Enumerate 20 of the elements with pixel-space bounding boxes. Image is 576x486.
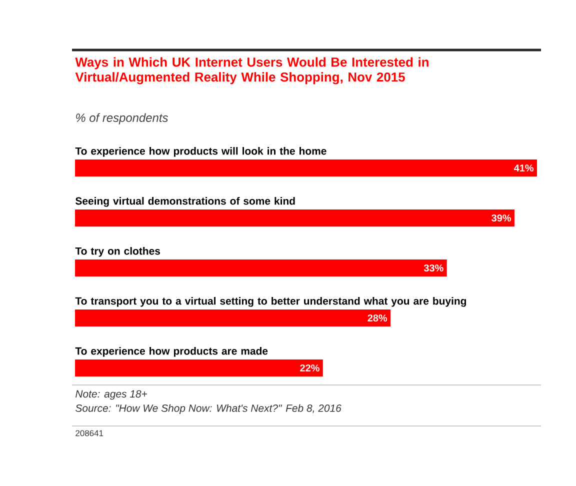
bar <box>75 259 447 276</box>
data-label: 28% <box>368 314 388 322</box>
data-label: 41% <box>514 164 534 172</box>
y-tick-label: To experience how products are made <box>75 347 268 357</box>
bar <box>75 359 323 376</box>
source-note: Source: "How We Shop Now: What's Next?" Feb 8, 2016 <box>76 404 342 414</box>
bar <box>75 210 514 226</box>
y-tick-label: To experience how products will look in the home <box>75 147 326 157</box>
data-label: 39% <box>492 214 511 222</box>
bar <box>75 309 391 326</box>
text: 208641 <box>76 430 104 436</box>
text: Note: ages 18+ <box>76 390 148 400</box>
bar <box>75 160 537 176</box>
y-tick-label: To try on clothes <box>75 247 160 257</box>
data-label: 22% <box>300 364 320 372</box>
y-tick-label: Seeing virtual demonstrations of some kind <box>76 197 295 207</box>
chart-subtitle: % of respondents <box>76 113 168 124</box>
y-tick-label: To transport you to a virtual setting to better understand what you are buying <box>75 297 466 307</box>
chart-title: Ways in Which UK Internet Users Would Be Interested in Virtual/Augmented Reality While Shopping, Nov 2015 <box>75 57 428 84</box>
data-label: 33% <box>424 264 444 272</box>
